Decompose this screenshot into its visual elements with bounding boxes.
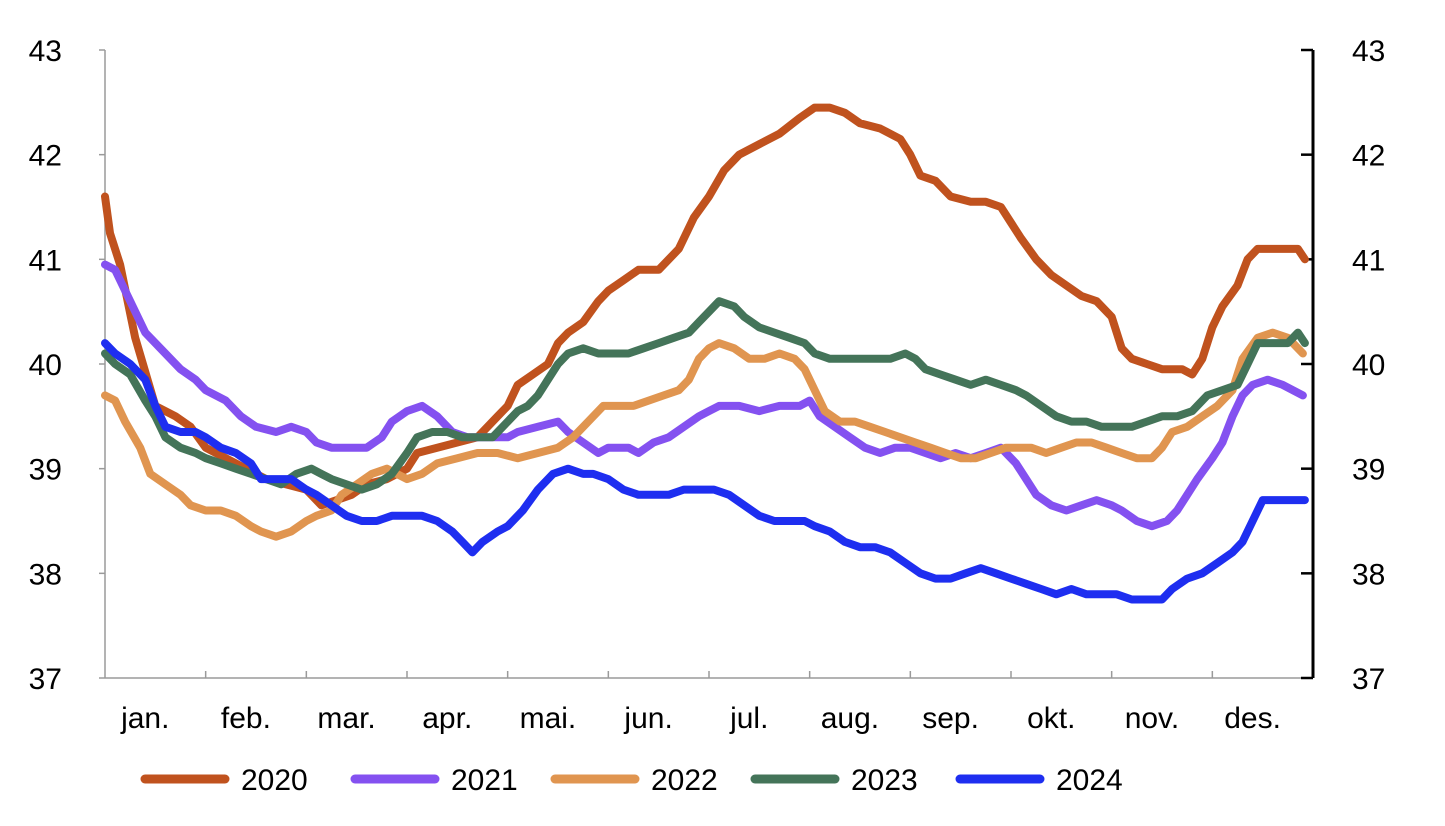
left-y-tick-label: 38 (29, 558, 62, 591)
x-tick-label: nov. (1125, 702, 1179, 735)
left-y-tick-label: 43 (29, 35, 62, 68)
right-y-tick-label: 39 (1352, 454, 1385, 487)
legend-label-2021: 2021 (451, 764, 518, 797)
right-y-tick-label: 41 (1352, 244, 1385, 277)
x-tick-label: aug. (821, 702, 879, 735)
right-y-axis-ticks: 37 38 39 40 41 42 43 (1301, 35, 1385, 696)
left-y-axis-ticks: 37 38 39 40 41 42 43 (29, 35, 105, 696)
x-tick-label: des. (1224, 702, 1281, 735)
series-line-2022 (101, 328, 1307, 541)
legend-label-2023: 2023 (851, 764, 918, 797)
x-tick-label: sep. (922, 702, 979, 735)
series-line-2024 (101, 339, 1309, 604)
left-y-tick-label: 37 (29, 663, 62, 696)
x-tick-label: feb. (221, 702, 271, 735)
left-y-tick-label: 40 (29, 349, 62, 382)
x-axis-month-labels: jan. feb. mar. apr. mai. jun. jul. aug. sep. okt.… (120, 702, 1281, 735)
left-y-tick-label: 39 (29, 454, 62, 487)
x-tick-label: jun. (623, 702, 672, 735)
x-tick-label: mai. (520, 702, 577, 735)
x-tick-label: okt. (1027, 702, 1075, 735)
x-tick-label: jan. (120, 702, 169, 735)
legend-label-2020: 2020 (241, 764, 308, 797)
right-y-tick-label: 42 (1352, 140, 1385, 173)
right-y-tick-label: 43 (1352, 35, 1385, 68)
legend: 2020 2021 2022 2023 2024 (140, 764, 1123, 797)
plot-lines (101, 103, 1309, 604)
left-y-tick-label: 42 (29, 140, 62, 173)
axes (104, 50, 1315, 679)
left-y-tick-label: 41 (29, 244, 62, 277)
series-line-2021 (101, 260, 1307, 531)
right-y-tick-label: 40 (1352, 349, 1385, 382)
x-tick-label: apr. (422, 702, 472, 735)
series-line-2023 (101, 297, 1309, 494)
legend-label-2024: 2024 (1056, 764, 1123, 797)
x-tick-label: jul. (729, 702, 768, 735)
x-tick-label: mar. (317, 702, 375, 735)
right-y-tick-label: 38 (1352, 558, 1385, 591)
series-line-2020 (101, 103, 1309, 510)
right-y-tick-label: 37 (1352, 663, 1385, 696)
legend-label-2022: 2022 (651, 764, 718, 797)
